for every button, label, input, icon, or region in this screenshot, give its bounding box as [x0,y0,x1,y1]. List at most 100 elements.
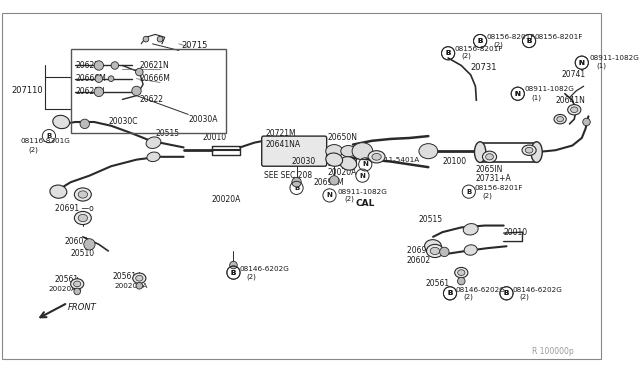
Circle shape [136,282,143,289]
Ellipse shape [74,188,92,201]
Circle shape [157,36,163,42]
Text: 20731+A: 20731+A [476,174,511,183]
Text: 08156-8201F: 08156-8201F [486,34,535,40]
Text: 20621N: 20621N [140,61,169,70]
Text: 20602: 20602 [64,237,88,246]
Ellipse shape [340,157,356,170]
Text: SEE SEC.208: SEE SEC.208 [264,171,312,180]
Text: 08911-1082G: 08911-1082G [524,86,574,92]
Text: 20561: 20561 [426,279,450,288]
Text: 20030C: 20030C [108,118,138,126]
Circle shape [583,118,590,126]
Text: 08116-8301G: 08116-8301G [20,138,70,144]
Text: (2): (2) [520,294,529,300]
Circle shape [108,76,114,81]
FancyBboxPatch shape [262,136,326,166]
Ellipse shape [571,107,578,113]
Text: 20010: 20010 [504,228,528,237]
Circle shape [111,62,118,69]
Ellipse shape [474,142,486,163]
Circle shape [143,36,148,42]
Ellipse shape [463,224,478,235]
Text: 08146-6202G: 08146-6202G [239,266,289,272]
Ellipse shape [352,143,372,160]
Text: B: B [527,38,532,44]
Text: 20020A: 20020A [212,195,241,204]
Ellipse shape [464,245,477,255]
Text: 08146-6202G: 08146-6202G [456,286,506,292]
Ellipse shape [50,185,67,198]
Ellipse shape [454,267,468,278]
Text: 20641N: 20641N [556,96,586,105]
Text: 20621N: 20621N [76,87,105,96]
Text: 20741: 20741 [561,70,585,79]
Text: 08156-8201F: 08156-8201F [474,185,523,191]
Circle shape [80,119,90,129]
Circle shape [330,176,339,185]
Text: 20691 —o: 20691 —o [54,204,93,213]
Ellipse shape [74,281,81,287]
Ellipse shape [52,115,70,129]
Text: 20100: 20100 [442,157,467,166]
Text: B: B [527,38,532,44]
Text: B: B [445,50,451,56]
Circle shape [230,261,237,269]
Ellipse shape [568,105,581,115]
Text: B: B [504,290,509,296]
Text: 207110: 207110 [12,86,43,95]
Text: N: N [326,192,332,198]
Text: (1): (1) [597,62,607,69]
Ellipse shape [486,154,493,160]
Text: CAL: CAL [356,199,375,208]
Text: 20622: 20622 [140,95,163,104]
Ellipse shape [368,151,385,163]
Text: 20030: 20030 [292,157,316,166]
Text: 20650N: 20650N [328,134,358,142]
Text: (1): (1) [531,94,541,101]
Text: N: N [360,173,365,179]
Text: N: N [362,161,368,167]
Text: N: N [579,60,585,66]
Ellipse shape [522,145,536,155]
Circle shape [95,75,102,83]
Text: 08911-5401A: 08911-5401A [371,157,420,163]
Text: N: N [579,60,585,66]
Ellipse shape [136,275,143,281]
Text: B: B [445,50,451,56]
Text: 20030A: 20030A [188,115,218,124]
Circle shape [132,86,141,96]
Text: 20515: 20515 [156,129,179,138]
Ellipse shape [419,144,438,159]
Text: 20666M: 20666M [76,74,106,83]
Text: 08911-1082G: 08911-1082G [589,55,639,61]
Text: B: B [466,189,472,195]
Text: B: B [294,185,299,191]
Text: 20691 —o: 20691 —o [406,247,445,256]
Text: 08156-8201F: 08156-8201F [535,34,583,40]
Text: 20561: 20561 [113,272,137,281]
Ellipse shape [146,137,161,148]
Text: 08911-1082G: 08911-1082G [337,189,387,195]
Text: 20721M: 20721M [266,129,296,138]
Text: 2065IN: 2065IN [476,164,503,174]
Ellipse shape [147,152,160,161]
Text: 20692M: 20692M [314,178,344,187]
Ellipse shape [372,154,381,160]
Ellipse shape [531,142,542,163]
Text: 20561: 20561 [54,275,79,284]
Text: N: N [515,91,521,97]
Ellipse shape [326,153,342,166]
Text: (2): (2) [461,53,471,60]
Ellipse shape [74,211,92,225]
Text: B: B [447,290,452,296]
Ellipse shape [340,145,356,157]
Ellipse shape [132,273,146,283]
Text: 08146-6202G: 08146-6202G [512,286,562,292]
Text: (2): (2) [344,196,355,202]
Circle shape [94,61,104,70]
Circle shape [94,87,104,97]
Ellipse shape [326,145,342,158]
Text: B: B [46,133,52,139]
Ellipse shape [78,214,88,222]
Ellipse shape [557,116,563,122]
